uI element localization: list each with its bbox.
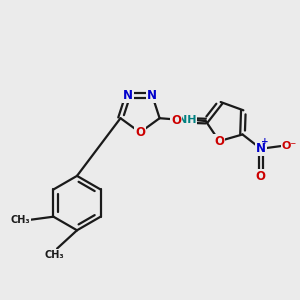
Text: CH₃: CH₃ [11,215,30,225]
Text: +: + [261,137,268,146]
Text: N: N [256,142,266,155]
Text: O: O [135,126,145,139]
Text: N: N [147,89,157,102]
Text: O: O [256,170,266,183]
Text: O: O [171,113,181,127]
Text: O⁻: O⁻ [281,141,297,151]
Text: NH: NH [178,115,196,125]
Text: N: N [123,89,133,102]
Text: O: O [214,135,224,148]
Text: CH₃: CH₃ [45,250,64,260]
